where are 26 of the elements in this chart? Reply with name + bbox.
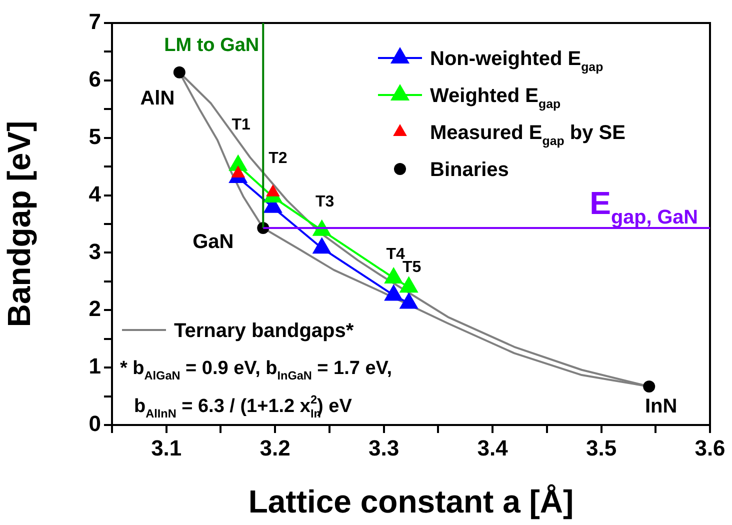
y-tick-label: 1: [88, 354, 101, 379]
annotation: T5: [402, 259, 422, 276]
legend-label: Ternary bandgaps*: [174, 320, 354, 342]
annotation: AlN: [140, 87, 175, 110]
annotation: GaN: [192, 231, 234, 254]
annotation: T2: [268, 150, 288, 168]
x-tick-label: 3.5: [586, 435, 617, 460]
y-tick-label: 2: [88, 296, 101, 322]
x-tick-label: 3.2: [260, 435, 290, 460]
y-tick-label: 5: [88, 124, 101, 149]
y-tick-label: 3: [88, 238, 101, 264]
x-tick-label: 3.3: [368, 435, 400, 460]
x-axis-title: Lattice constant a [Å]: [248, 484, 574, 520]
y-tick-label: 6: [88, 66, 101, 92]
y-tick-label: 7: [88, 9, 101, 34]
annotation: InN: [645, 396, 678, 418]
x-tick-label: 3.6: [694, 435, 726, 460]
annotation: T3: [316, 193, 334, 210]
x-tick-label: 3.4: [477, 435, 509, 460]
y-tick-label: 0: [88, 411, 101, 436]
y-axis-title: Bandgap [eV]: [1, 120, 38, 328]
legend-label: Binaries: [430, 159, 509, 181]
ref-line-label: LM to GaN: [164, 35, 260, 56]
y-tick-label: 4: [88, 181, 102, 206]
annotation: T1: [232, 116, 251, 134]
x-tick-label: 3.1: [151, 435, 182, 460]
